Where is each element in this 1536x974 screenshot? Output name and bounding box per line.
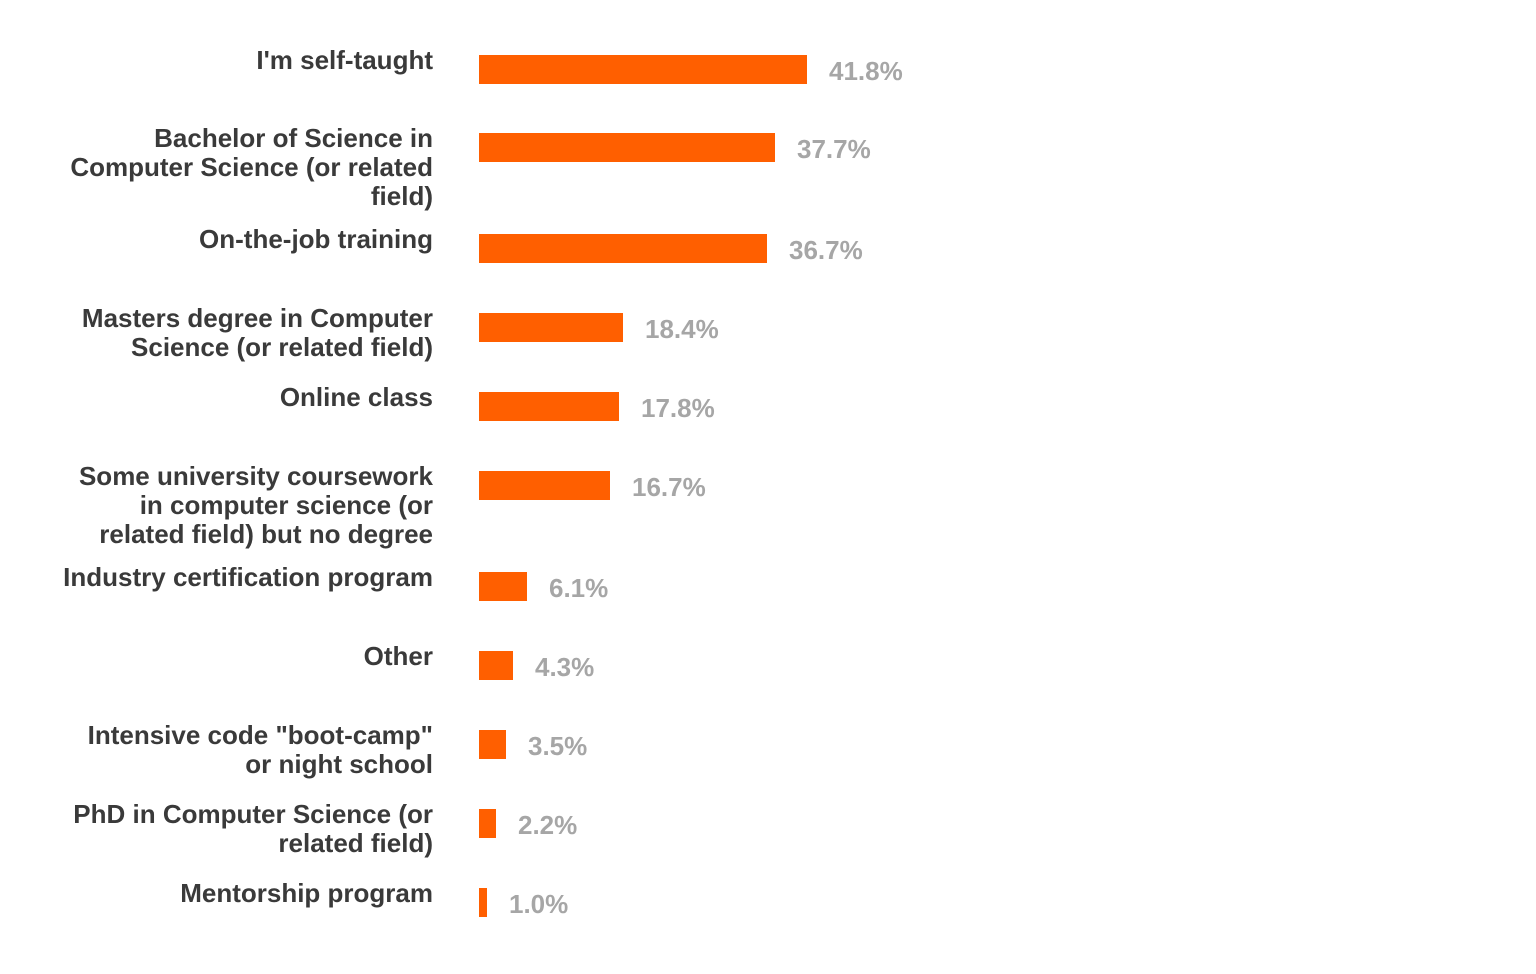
bar [479, 55, 807, 84]
category-label-line: Masters degree in Computer [81, 303, 433, 333]
category-label-line: On-the-job training [199, 224, 433, 254]
category-label-line: Some university coursework [78, 461, 433, 491]
value-label: 3.5% [528, 731, 588, 761]
bar [479, 888, 487, 917]
category-label: I'm self-taught [0, 46, 433, 75]
value-label: 41.8% [829, 56, 903, 86]
category-label-line: Intensive code "boot-camp" [87, 720, 433, 750]
category-label-line: Online class [279, 382, 433, 412]
bar [479, 809, 496, 838]
category-label-line: Other [363, 641, 433, 671]
category-label-line: Computer Science (or related [70, 152, 433, 182]
category-label: Other [0, 642, 433, 671]
category-label: PhD in Computer Science (or related field… [0, 800, 433, 858]
category-label: Masters degree in Computer Science (or re… [0, 304, 433, 362]
category-label-line: or night school [245, 749, 433, 779]
category-label-line: related field) [278, 828, 433, 858]
bar [479, 392, 619, 421]
category-label: Bachelor of Science in Computer Science (… [0, 124, 433, 211]
value-label: 36.7% [789, 235, 863, 265]
value-label: 6.1% [549, 573, 609, 603]
bar [479, 730, 506, 759]
bar [479, 133, 775, 162]
category-label-line: Mentorship program [180, 878, 433, 908]
category-label: Online class [0, 383, 433, 412]
category-label: Industry certification program [0, 563, 433, 592]
value-label: 17.8% [641, 393, 715, 423]
category-label-line: Bachelor of Science in [154, 123, 433, 153]
category-label-line: field) [370, 181, 433, 211]
value-label: 2.2% [518, 810, 578, 840]
category-label: Some university coursework in computer sc… [0, 462, 433, 549]
category-label-line: Industry certification program [63, 562, 433, 592]
category-label-line: PhD in Computer Science (or [73, 799, 433, 829]
category-label-line: Science (or related field) [131, 332, 433, 362]
value-label: 37.7% [797, 134, 871, 164]
category-label-line: related field) but no degree [99, 519, 433, 549]
bar [479, 471, 610, 500]
value-label: 1.0% [509, 889, 569, 919]
bar [479, 234, 767, 263]
category-label: On-the-job training [0, 225, 433, 254]
value-label: 4.3% [535, 652, 595, 682]
bar [479, 313, 623, 342]
category-label-line: in computer science (or [139, 490, 433, 520]
category-label: Intensive code "boot-camp" or night schoo… [0, 721, 433, 779]
category-label: Mentorship program [0, 879, 433, 908]
value-label: 16.7% [632, 472, 706, 502]
category-label-line: I'm self-taught [256, 45, 433, 75]
value-label: 18.4% [645, 314, 719, 344]
bar [479, 572, 527, 601]
bar [479, 651, 513, 680]
